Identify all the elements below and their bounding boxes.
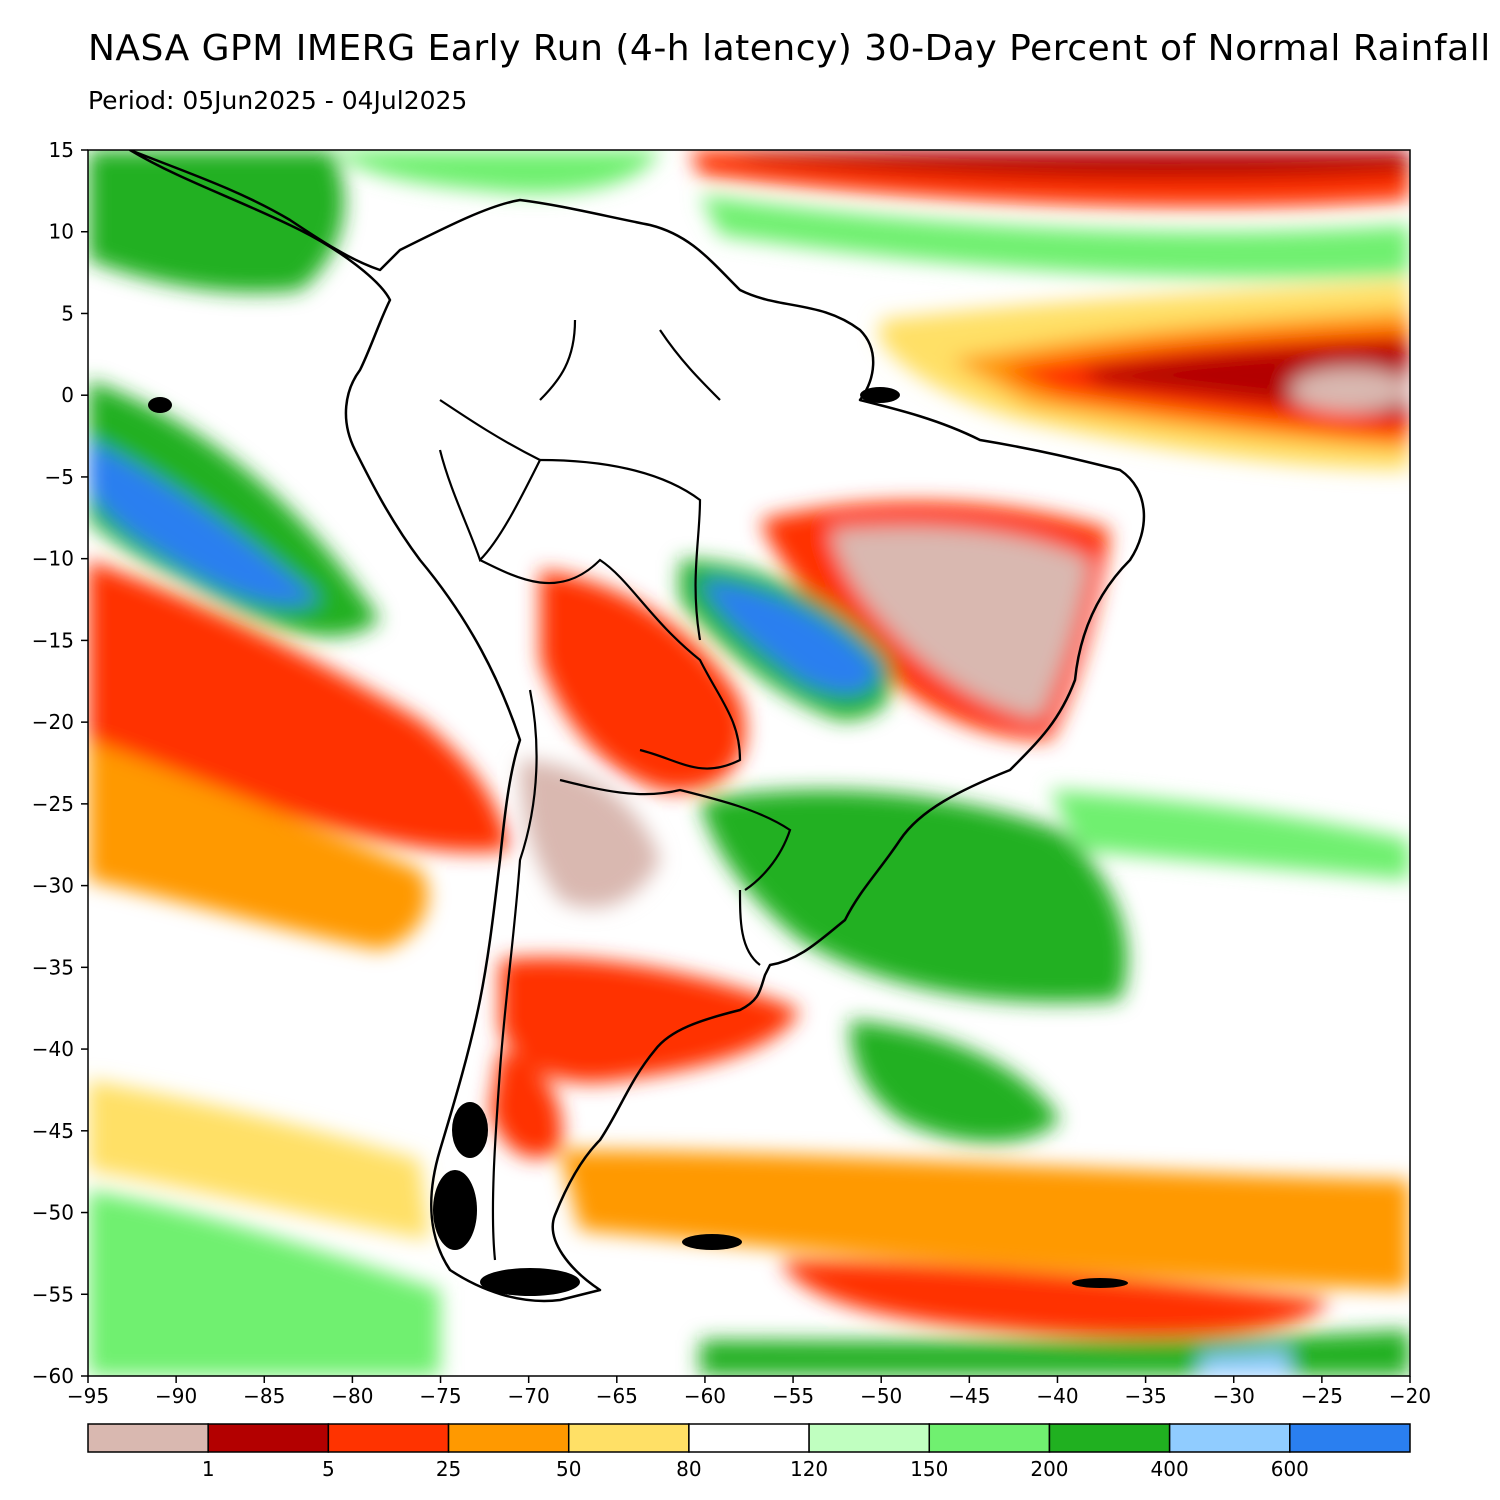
y-tick-label: −50 — [32, 1201, 74, 1225]
x-tick-label: −40 — [1036, 1384, 1078, 1408]
x-axis: −95 −90 −85 −80 −75 −70 −65 −60 −55 −50 −45 −40 −35 −… — [67, 1376, 1431, 1408]
colorbar-label: 600 — [1271, 1457, 1309, 1481]
map-subtitle: Period: 05Jun2025 - 04Jul2025 — [88, 86, 468, 115]
colorbar-swatch — [1168, 1423, 1291, 1453]
colorbar-label: 80 — [676, 1457, 701, 1481]
y-tick-label: −30 — [32, 874, 74, 898]
y-tick-label: −15 — [32, 628, 74, 652]
y-tick-label: 0 — [61, 383, 74, 407]
colorbar-label: 5 — [322, 1457, 335, 1481]
y-tick-label: −55 — [32, 1282, 74, 1306]
colorbar-label: 400 — [1151, 1457, 1189, 1481]
x-tick-label: −80 — [331, 1384, 373, 1408]
colorbar-swatch — [87, 1423, 209, 1453]
y-tick-label: −20 — [32, 710, 74, 734]
y-tick-label: −35 — [32, 955, 74, 979]
coastline — [128, 150, 1146, 1303]
colorbar: 1 5 25 50 80 120 150 200 400 600 — [87, 1423, 1411, 1481]
x-tick-label: −45 — [948, 1384, 990, 1408]
colorbar-swatch — [327, 1423, 450, 1453]
colorbar-label: 25 — [436, 1457, 461, 1481]
colorbar-swatch — [567, 1423, 690, 1453]
colorbar-swatch — [207, 1423, 330, 1453]
y-tick-label: −25 — [32, 792, 74, 816]
y-tick-label: 5 — [61, 301, 74, 325]
colorbar-label: 150 — [910, 1457, 948, 1481]
y-tick-label: −60 — [32, 1364, 74, 1388]
y-axis: 15 10 5 0 −5 −10 −15 −20 −25 −30 −35 −40 −45 −50 −55 −6… — [32, 138, 88, 1388]
y-tick-label: 10 — [49, 220, 74, 244]
y-tick-label: −10 — [32, 547, 74, 571]
y-tick-label: −40 — [32, 1037, 74, 1061]
x-tick-label: −60 — [684, 1384, 726, 1408]
x-tick-label: −35 — [1124, 1384, 1166, 1408]
x-tick-label: −90 — [155, 1384, 197, 1408]
map-title: NASA GPM IMERG Early Run (4-h latency) 3… — [88, 28, 1500, 69]
colorbar-swatch — [928, 1423, 1051, 1453]
x-tick-label: −55 — [772, 1384, 814, 1408]
colorbar-label: 120 — [790, 1457, 828, 1481]
x-tick-label: −95 — [67, 1384, 109, 1408]
colorbar-label: 50 — [556, 1457, 581, 1481]
x-tick-label: −70 — [508, 1384, 550, 1408]
colorbar-swatch — [1289, 1423, 1411, 1453]
colorbar-swatch — [808, 1423, 931, 1453]
x-tick-label: −30 — [1213, 1384, 1255, 1408]
rainfall-field — [88, 150, 1410, 1376]
x-tick-label: −50 — [860, 1384, 902, 1408]
country-borders — [438, 319, 792, 1261]
plot-frame — [87, 149, 1411, 1377]
colorbar-swatch — [447, 1423, 570, 1453]
islands — [148, 387, 1128, 1296]
colorbar-swatch — [688, 1423, 810, 1453]
y-tick-label: −5 — [45, 465, 74, 489]
y-tick-label: 15 — [49, 138, 74, 162]
colorbar-label: 1 — [202, 1457, 215, 1481]
x-tick-label: −85 — [243, 1384, 285, 1408]
x-tick-label: −25 — [1301, 1384, 1343, 1408]
x-tick-label: −20 — [1389, 1384, 1431, 1408]
y-tick-label: −45 — [32, 1119, 74, 1143]
colorbar-label: 200 — [1030, 1457, 1068, 1481]
x-tick-label: −65 — [596, 1384, 638, 1408]
colorbar-swatch — [1048, 1423, 1171, 1453]
x-tick-label: −75 — [419, 1384, 461, 1408]
